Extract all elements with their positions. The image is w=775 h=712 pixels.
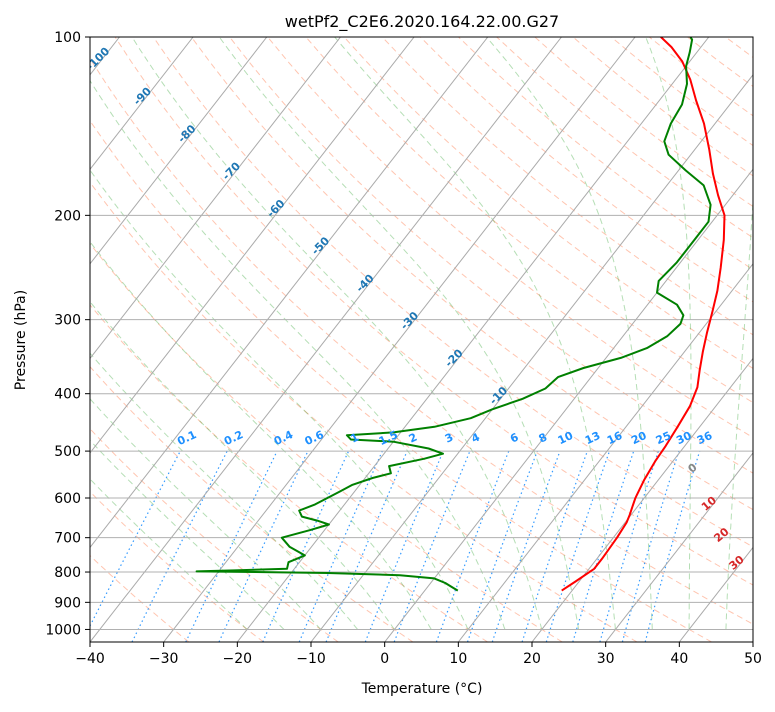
mixing-ratio-line xyxy=(622,451,679,642)
isotherm-line xyxy=(753,37,775,642)
moist-adiabat-line xyxy=(219,37,578,629)
moist-adiabat-label: 10 xyxy=(699,494,719,514)
isotherm-line xyxy=(0,37,341,642)
mixing-ratio-line xyxy=(365,451,443,642)
dry-adiabat-line xyxy=(764,37,775,642)
dry-adiabat-line xyxy=(382,37,775,642)
mixing-ratio-label: 1 xyxy=(349,431,361,446)
moist-adiabat-line xyxy=(0,37,284,629)
dry-adiabat-line xyxy=(0,37,264,642)
y-axis-label: Pressure (hPa) xyxy=(13,290,29,390)
y-tick-label: 500 xyxy=(54,444,81,460)
dry-adiabat-label: -90 xyxy=(131,85,154,108)
mixing-ratio-line xyxy=(546,451,609,642)
y-tick-label: 900 xyxy=(54,595,81,611)
dry-adiabat-label: -40 xyxy=(353,272,376,295)
dry-adiabat-line xyxy=(191,37,775,642)
x-tick-label: −10 xyxy=(296,651,326,667)
x-tick-label: 40 xyxy=(670,651,688,667)
isotherm-line xyxy=(532,37,775,642)
mixing-ratio-label: 0.2 xyxy=(222,428,245,448)
mixing-ratio-label: 6 xyxy=(508,430,521,445)
mixing-ratio-label: 25 xyxy=(654,429,673,447)
mixing-ratio-label: 20 xyxy=(629,429,649,447)
x-tick-label: −20 xyxy=(223,651,253,667)
mixing-ratio-line xyxy=(645,451,700,642)
mixing-ratio-label: 10 xyxy=(556,429,576,447)
moist-adiabat-label: 20 xyxy=(712,525,732,545)
y-tick-label: 300 xyxy=(54,313,81,329)
moist-adiabat-line xyxy=(132,37,542,629)
y-tick-label: 700 xyxy=(54,531,81,547)
x-tick-label: 10 xyxy=(449,651,467,667)
mixing-ratio-label: 36 xyxy=(695,429,715,447)
x-tick-label: 20 xyxy=(523,651,541,667)
x-axis-ticks: −40 −30 −20 −10 0 10 20 30 40 50 xyxy=(75,642,762,667)
mixing-ratio-label: 0.4 xyxy=(272,428,295,448)
mixing-ratio-label: 4 xyxy=(469,430,482,445)
mixing-ratio-label: 3 xyxy=(443,431,455,446)
dewpoint-profile-line xyxy=(197,37,711,591)
dry-adiabat-line xyxy=(0,37,413,642)
isotherm-line xyxy=(164,37,635,642)
y-tick-label: 100 xyxy=(54,30,81,46)
mixing-ratio-line xyxy=(132,451,227,642)
mixing-ratio-label: 13 xyxy=(583,429,602,447)
dry-adiabat-line xyxy=(688,37,775,642)
isotherm-line xyxy=(16,37,488,642)
mixing-ratio-line xyxy=(186,451,277,642)
x-tick-label: −30 xyxy=(149,651,179,667)
dry-adiabat-line xyxy=(535,37,775,642)
dry-adiabat-line xyxy=(39,37,712,642)
isotherm-line xyxy=(385,37,775,642)
dry-adiabat-line xyxy=(344,37,775,642)
dry-adiabat-label: -50 xyxy=(309,234,332,257)
mixing-ratio-label: 0.1 xyxy=(175,428,198,448)
moist-adiabat-line xyxy=(487,37,653,629)
x-tick-label: 30 xyxy=(597,651,615,667)
dry-adiabat-label: -30 xyxy=(398,309,421,332)
mixing-ratio-line xyxy=(492,451,560,642)
y-axis-ticks: 100 200 300 400 500 600 700 800 900 1000 xyxy=(45,30,90,638)
mixing-ratio-line xyxy=(436,451,508,642)
y-tick-label: 800 xyxy=(54,565,81,581)
dry-adiabat-line xyxy=(1,37,637,642)
chart-title: wetPf2_C2E6.2020.164.22.00.G27 xyxy=(285,12,559,32)
dry-adiabat-line xyxy=(0,37,562,642)
dry-adiabat-label: -60 xyxy=(264,197,287,220)
background-lines xyxy=(0,37,775,642)
dry-adiabat-label: -20 xyxy=(442,346,465,369)
y-tick-label: 1000 xyxy=(45,622,81,638)
y-tick-label: 600 xyxy=(54,491,81,507)
moist-adiabat-label: 0 xyxy=(685,461,699,476)
temperature-profile-line xyxy=(562,37,725,591)
isotherm-line xyxy=(237,37,709,642)
dry-adiabat-line xyxy=(497,37,775,642)
y-tick-label: 200 xyxy=(54,208,81,224)
moist-adiabat-line xyxy=(0,37,321,629)
y-tick-label: 400 xyxy=(54,387,81,403)
dry-adiabat-line xyxy=(153,37,775,642)
x-tick-label: 0 xyxy=(380,651,389,667)
moist-adiabat-label: 40 xyxy=(759,578,775,598)
x-tick-label: −40 xyxy=(75,651,105,667)
dry-adiabat-label: -70 xyxy=(220,159,243,182)
mixing-ratio-line xyxy=(468,451,538,642)
isotherm-line xyxy=(0,37,414,642)
mixing-ratio-label: 0.6 xyxy=(303,428,326,448)
x-axis-label: Temperature (°C) xyxy=(361,681,483,697)
mixing-ratio-line xyxy=(82,451,181,642)
mixing-ratio-line xyxy=(573,451,634,642)
dry-adiabat-label: -100 xyxy=(84,44,113,73)
x-tick-label: 50 xyxy=(744,651,762,667)
mixing-ratio-line xyxy=(219,451,308,642)
dry-adiabat-label: -80 xyxy=(175,122,198,145)
mixing-ratio-label: 2 xyxy=(407,431,419,446)
